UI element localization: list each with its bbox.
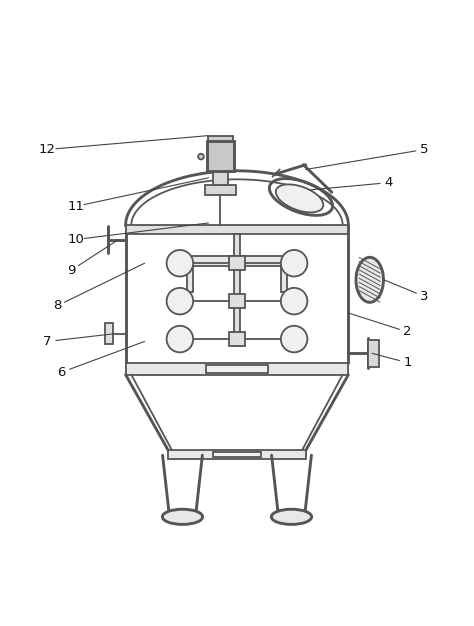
Text: 8: 8 xyxy=(53,299,61,312)
Ellipse shape xyxy=(281,250,307,277)
Text: 12: 12 xyxy=(39,143,56,156)
Bar xyxy=(208,136,233,141)
Bar xyxy=(126,363,348,374)
Text: 10: 10 xyxy=(67,233,84,246)
Text: 2: 2 xyxy=(403,326,412,339)
Ellipse shape xyxy=(281,288,307,314)
Bar xyxy=(205,185,236,195)
Bar xyxy=(213,453,261,457)
Bar xyxy=(234,234,240,346)
Bar xyxy=(187,266,193,292)
Bar xyxy=(187,255,287,266)
Ellipse shape xyxy=(271,509,311,525)
Bar xyxy=(207,141,234,171)
Text: 1: 1 xyxy=(403,356,412,369)
Bar xyxy=(213,171,228,185)
Bar xyxy=(228,294,245,308)
Ellipse shape xyxy=(166,250,193,277)
Ellipse shape xyxy=(166,326,193,352)
Bar xyxy=(281,266,287,292)
Text: 3: 3 xyxy=(420,290,428,303)
Text: 5: 5 xyxy=(420,143,428,156)
Ellipse shape xyxy=(166,288,193,314)
Bar xyxy=(368,340,379,367)
Bar xyxy=(168,451,306,459)
Ellipse shape xyxy=(276,185,323,212)
Ellipse shape xyxy=(356,257,383,302)
Bar xyxy=(228,256,245,270)
Ellipse shape xyxy=(281,326,307,352)
Bar xyxy=(105,324,113,344)
Text: 9: 9 xyxy=(67,264,75,277)
Bar xyxy=(126,225,348,234)
Bar xyxy=(228,332,245,346)
Text: 6: 6 xyxy=(57,366,66,379)
Text: 11: 11 xyxy=(67,200,84,213)
Ellipse shape xyxy=(162,509,203,525)
Text: 7: 7 xyxy=(43,335,52,348)
Ellipse shape xyxy=(198,154,204,160)
Bar xyxy=(206,365,268,372)
Text: 4: 4 xyxy=(384,176,393,189)
